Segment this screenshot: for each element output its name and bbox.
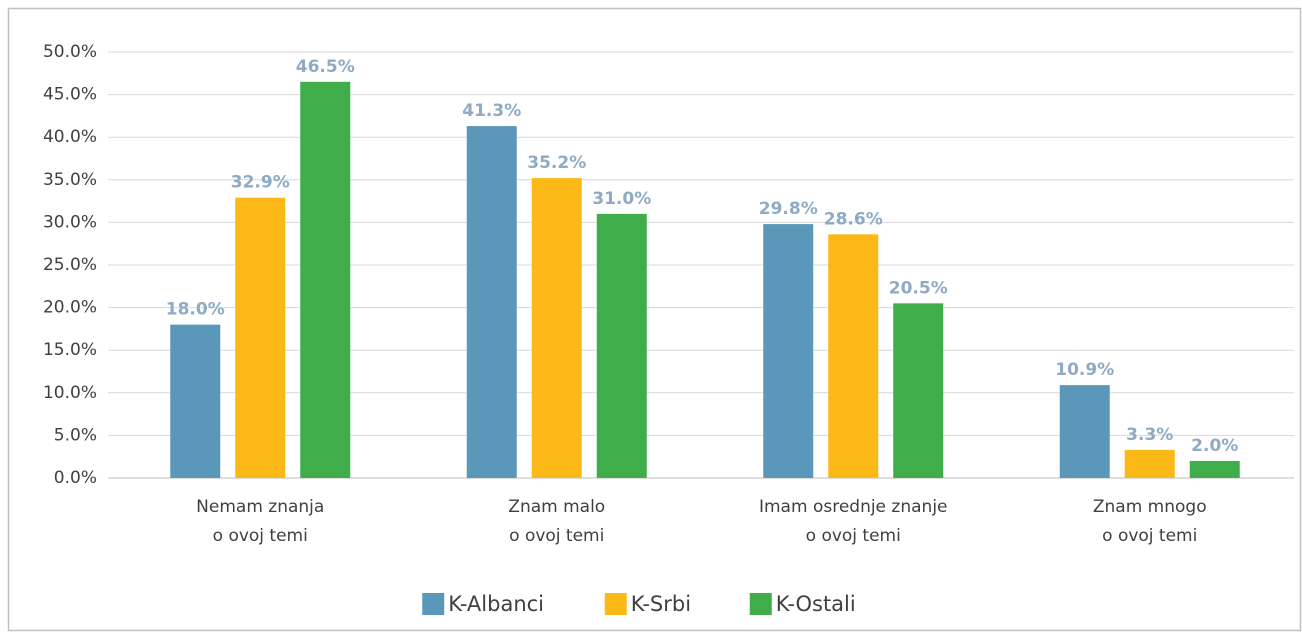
x-tick-label: o ovoj temi <box>213 526 308 546</box>
legend-label: K-Srbi <box>631 592 691 616</box>
y-tick-label: 35.0% <box>43 170 97 190</box>
chart-border <box>7 7 1302 632</box>
value-label: 10.9% <box>1055 360 1114 380</box>
y-tick-label: 25.0% <box>43 255 97 275</box>
value-label: 3.3% <box>1126 425 1173 445</box>
bar <box>170 324 221 478</box>
bar <box>596 213 647 478</box>
value-label: 31.0% <box>592 189 651 209</box>
x-tick-label: o ovoj temi <box>509 526 604 546</box>
value-label: 35.2% <box>527 153 586 173</box>
x-tick-label: o ovoj temi <box>1102 526 1197 546</box>
bar <box>1059 385 1110 478</box>
value-label: 32.9% <box>231 173 290 193</box>
y-tick-label: 20.0% <box>43 298 97 318</box>
y-tick-label: 40.0% <box>43 127 97 147</box>
x-tick-label: Nemam znanja <box>196 497 324 517</box>
value-label: 41.3% <box>462 101 521 121</box>
legend-swatch <box>422 593 445 615</box>
y-tick-label: 10.0% <box>43 383 97 403</box>
legend-swatch <box>749 593 772 615</box>
x-tick-label: Znam mnogo <box>1093 497 1207 517</box>
bar <box>1124 449 1175 478</box>
bar <box>531 178 582 478</box>
bar <box>466 126 517 479</box>
y-tick-label: 50.0% <box>43 42 97 62</box>
bar <box>893 303 944 478</box>
x-tick-label: o ovoj temi <box>806 526 901 546</box>
value-label: 46.5% <box>296 57 355 77</box>
y-tick-label: 0.0% <box>54 468 97 488</box>
value-label: 29.8% <box>759 199 818 219</box>
y-tick-label: 5.0% <box>54 425 97 445</box>
y-tick-label: 30.0% <box>43 212 97 232</box>
x-tick-label: Imam osrednje znanje <box>759 497 948 517</box>
legend-swatch <box>604 593 627 615</box>
value-label: 2.0% <box>1191 436 1238 456</box>
bar <box>235 197 286 478</box>
y-tick-label: 45.0% <box>43 85 97 105</box>
bar <box>763 224 814 478</box>
value-label: 18.0% <box>166 300 225 320</box>
value-label: 28.6% <box>824 209 883 229</box>
bar <box>300 81 351 478</box>
value-label: 20.5% <box>889 278 948 298</box>
y-tick-label: 15.0% <box>43 340 97 360</box>
legend-label: K-Ostali <box>776 592 856 616</box>
legend-label: K-Albanci <box>448 592 544 616</box>
bar <box>828 234 879 478</box>
bar <box>1189 460 1240 478</box>
x-tick-label: Znam malo <box>508 497 605 517</box>
